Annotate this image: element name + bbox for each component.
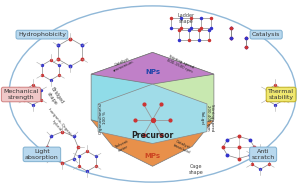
Text: Ladder
shape: Ladder shape bbox=[178, 13, 195, 24]
Text: Catalyst
base/acid: Catalyst base/acid bbox=[172, 139, 192, 154]
Polygon shape bbox=[153, 74, 214, 137]
Text: Light
absorption: Light absorption bbox=[25, 149, 59, 160]
Text: Precursor: Precursor bbox=[131, 131, 174, 140]
Polygon shape bbox=[91, 52, 214, 84]
Text: Solvent
water: Solvent water bbox=[114, 139, 131, 153]
Text: Hydrophobicity: Hydrophobicity bbox=[18, 32, 66, 37]
Polygon shape bbox=[98, 84, 207, 143]
Text: MPs: MPs bbox=[144, 153, 161, 159]
Text: Inorganic-Organic
hybrid: Inorganic-Organic hybrid bbox=[43, 108, 74, 142]
Polygon shape bbox=[91, 52, 214, 82]
Text: Stirring speed
600-1500 rpm: Stirring speed 600-1500 rpm bbox=[166, 54, 195, 74]
Text: Catalyst
ammonium: Catalyst ammonium bbox=[111, 56, 135, 73]
Polygon shape bbox=[91, 74, 153, 137]
Text: Anti
scratch: Anti scratch bbox=[252, 149, 275, 160]
Text: Mechanical
strength: Mechanical strength bbox=[3, 89, 39, 100]
Text: NPs: NPs bbox=[145, 69, 160, 75]
Polygon shape bbox=[91, 120, 214, 166]
Text: Sol-gel: Sol-gel bbox=[200, 111, 204, 125]
Text: Bridged
shape: Bridged shape bbox=[45, 86, 64, 108]
Text: Cage
shape: Cage shape bbox=[189, 164, 204, 175]
Text: Catalysis: Catalysis bbox=[252, 32, 280, 37]
Text: Organosilane(s)
100 %: Organosilane(s) 100 % bbox=[99, 101, 107, 134]
Text: Stirring speed
200-400 rpm: Stirring speed 200-400 rpm bbox=[206, 104, 214, 132]
Text: Thermal
stability: Thermal stability bbox=[268, 89, 294, 100]
